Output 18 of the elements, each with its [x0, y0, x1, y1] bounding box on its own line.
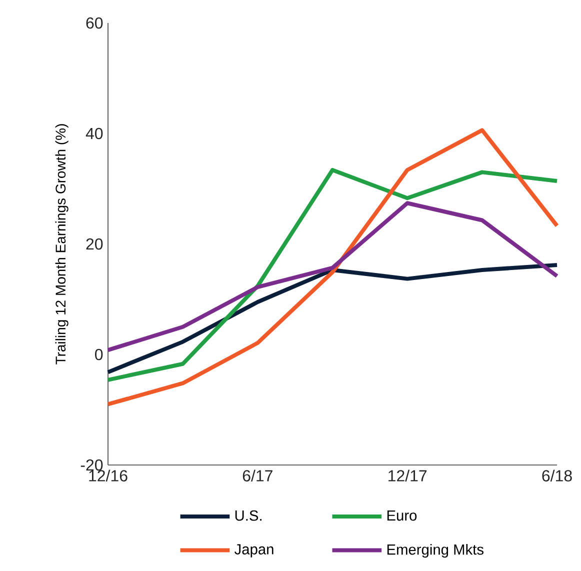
legend-label: Emerging Mkts: [387, 544, 484, 558]
x-tick-label: 12/16: [89, 470, 128, 482]
legend-label: U.S.: [235, 510, 262, 521]
line-series: [106, 128, 560, 406]
legend-label: Japan: [234, 544, 274, 558]
line-series: [106, 201, 560, 352]
line-series: [106, 262, 560, 374]
y-tick-label: 20: [86, 238, 103, 250]
y-tick-label: 40: [86, 128, 103, 140]
y-tick-label: -20: [80, 459, 103, 471]
y-tick-label: 60: [86, 17, 103, 29]
legend-label: Euro: [387, 510, 417, 521]
x-tick-label: 6/18: [542, 470, 572, 482]
y-axis-title: Trailing 12 Month Earnings Growth (%): [55, 124, 68, 364]
line-series: [106, 168, 560, 382]
x-tick-label: 6/17: [242, 470, 272, 482]
y-tick-label: 0: [95, 348, 103, 360]
x-tick-label: 12/17: [388, 470, 427, 482]
